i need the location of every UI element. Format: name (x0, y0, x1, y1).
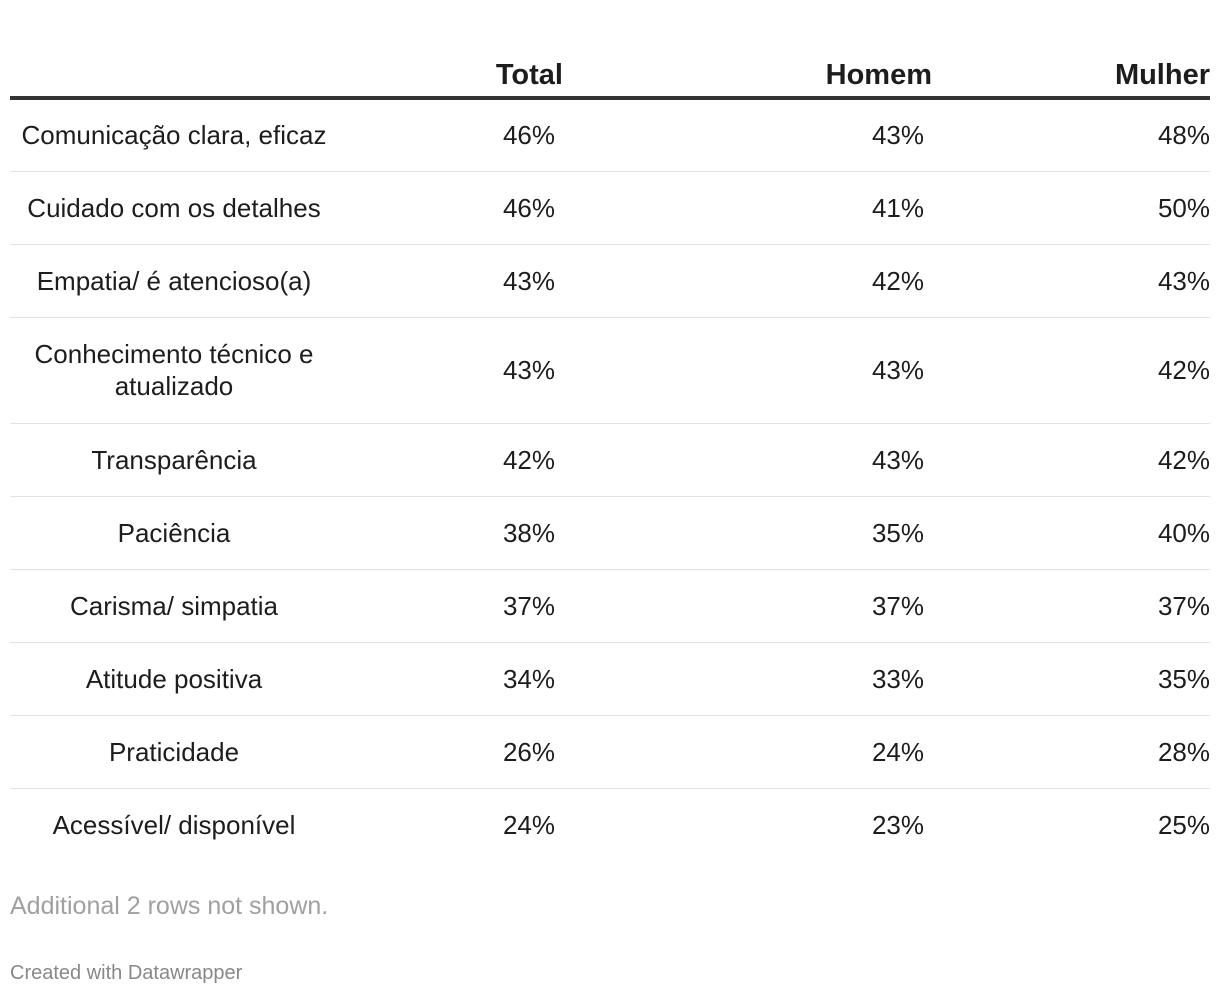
cell-homem: 37% (700, 569, 932, 643)
cell-mulher: 48% (932, 98, 1210, 172)
column-header-mulher[interactable]: Mulher (932, 0, 1210, 100)
cell-total: 42% (338, 423, 700, 497)
credit-link[interactable]: Created with Datawrapper (10, 962, 243, 984)
cell-homem: 43% (700, 317, 932, 424)
row-label: Transparência (10, 423, 338, 497)
table-row: Conhecimento técnico e atualizado 43% 43% 4… (10, 317, 1210, 424)
cell-mulher: 42% (932, 317, 1210, 424)
cell-mulher: 37% (932, 569, 1210, 643)
row-label: Atitude positiva (10, 642, 338, 716)
cell-homem: 42% (700, 244, 932, 318)
table-row: Atitude positiva 34% 33% 35% (10, 642, 1210, 716)
cell-mulher: 50% (932, 171, 1210, 245)
cell-total: 43% (338, 244, 700, 318)
cell-homem: 43% (700, 98, 932, 172)
cell-total: 43% (338, 317, 700, 424)
cell-homem: 43% (700, 423, 932, 497)
cell-mulher: 42% (932, 423, 1210, 497)
table-row: Praticidade 26% 24% 28% (10, 715, 1210, 789)
row-label: Cuidado com os detalhes (10, 171, 338, 245)
cell-mulher: 40% (932, 496, 1210, 570)
cell-homem: 23% (871, 809, 924, 840)
table-row: Comunicação clara, eficaz 46% 43% 48% (10, 98, 1210, 172)
cell-homem: 35% (700, 496, 932, 570)
cell-total: 38% (338, 496, 700, 570)
row-label: Paciência (10, 496, 338, 570)
cell-total: 37% (338, 569, 700, 643)
cell-mulher: 25% (1157, 809, 1210, 840)
table-body: Comunicação clara, eficaz 46% 43% 48% Cuidad… (10, 98, 1210, 861)
cell-total: 34% (338, 642, 700, 716)
cell-mulher: 28% (932, 715, 1210, 789)
row-label: Conhecimento técnico e atualizado (10, 317, 338, 424)
row-label: Comunicação clara, eficaz (10, 98, 338, 172)
row-label: Carisma/ simpatia (10, 569, 338, 643)
data-table-container: Total Homem Mulher Comunicação clara, ef… (10, 0, 1210, 861)
cell-total: 26% (338, 715, 700, 789)
cell-total: 24% (502, 809, 555, 840)
column-header-label[interactable] (10, 0, 338, 100)
cell-homem: 41% (700, 171, 932, 245)
table-row: Carisma/ simpatia 37% 37% 37% (10, 569, 1210, 643)
column-header-homem[interactable]: Homem (700, 0, 932, 100)
row-label: Acessível/ disponível (52, 809, 296, 840)
row-label: Praticidade (10, 715, 338, 789)
table-row: Paciência 38% 35% 40% (10, 496, 1210, 570)
table-row: Cuidado com os detalhes 46% 41% 50% (10, 171, 1210, 245)
table-row: Acessível/ disponível 24% 23% 25% (10, 788, 1210, 861)
cell-total: 46% (338, 98, 700, 172)
cell-mulher: 35% (932, 642, 1210, 716)
cell-homem: 24% (700, 715, 932, 789)
table-row: Transparência 42% 43% 42% (10, 423, 1210, 497)
header-row: Total Homem Mulher (10, 0, 1210, 100)
cell-total: 46% (338, 171, 700, 245)
cell-mulher: 43% (932, 244, 1210, 318)
column-header-total[interactable]: Total (338, 0, 700, 100)
table-notes: Additional 2 rows not shown. (10, 892, 329, 920)
cell-homem: 33% (700, 642, 932, 716)
table-row: Empatia/ é atencioso(a) 43% 42% 43% (10, 244, 1210, 318)
data-table: Total Homem Mulher Comunicação clara, ef… (10, 0, 1210, 861)
row-label: Empatia/ é atencioso(a) (10, 244, 338, 318)
